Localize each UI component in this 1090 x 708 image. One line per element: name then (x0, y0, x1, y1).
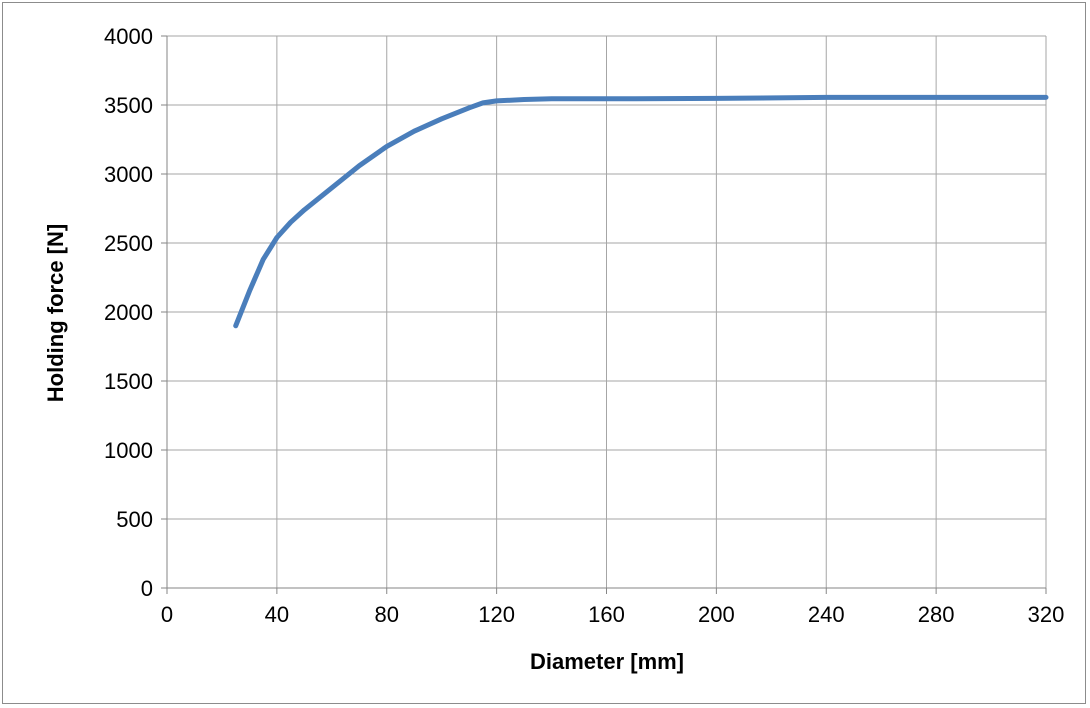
x-tick-label-7: 280 (918, 602, 955, 627)
series-layer (233, 94, 1049, 329)
x-tick-label-4: 160 (588, 602, 625, 627)
x-axis-title: Diameter [mm] (530, 649, 684, 674)
y-tick-label-4: 2000 (104, 300, 153, 325)
x-tick-label-3: 120 (478, 602, 515, 627)
x-tick-label-1: 40 (265, 602, 289, 627)
y-axis-title: Holding force [N] (43, 224, 68, 402)
x-tick-label-6: 240 (808, 602, 845, 627)
y-tick-label-0: 0 (141, 576, 153, 601)
y-tick-labels: 0 500 1000 1500 2000 2500 3000 3500 4000 (104, 24, 153, 601)
x-tick-label-8: 320 (1028, 602, 1065, 627)
y-tick-label-6: 3000 (104, 162, 153, 187)
y-tick-label-5: 2500 (104, 231, 153, 256)
x-tick-label-2: 80 (375, 602, 399, 627)
x-tick-label-5: 200 (698, 602, 735, 627)
axes (161, 35, 1047, 594)
y-tick-label-3: 1500 (104, 369, 153, 394)
y-tick-label-8: 4000 (104, 24, 153, 49)
y-tick-label-2: 1000 (104, 438, 153, 463)
x-tick-label-0: 0 (161, 602, 173, 627)
x-tick-labels: 0 40 80 120 160 200 240 280 320 (161, 602, 1064, 627)
y-tick-label-1: 500 (116, 507, 153, 532)
series-line-0 (233, 94, 1049, 329)
y-tick-label-7: 3500 (104, 93, 153, 118)
grid-lines (167, 35, 1047, 588)
